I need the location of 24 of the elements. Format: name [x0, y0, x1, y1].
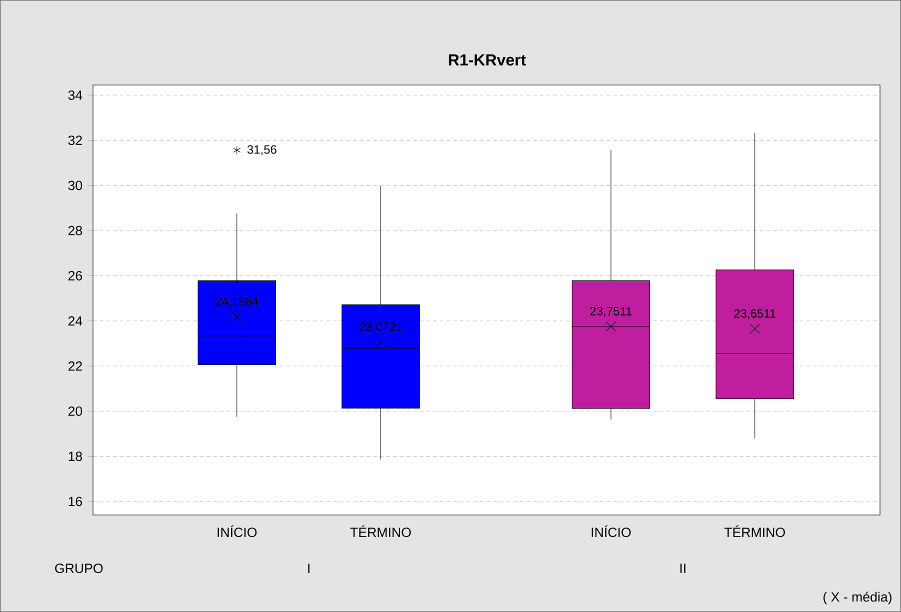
- y-tick-label: 28: [68, 226, 82, 236]
- annotation: 23,6511: [734, 309, 776, 320]
- text: II: [680, 564, 686, 573]
- x-tick-label: TÉRMINO: [350, 525, 411, 538]
- chart-title: R1-KRvert: [448, 54, 526, 66]
- x-tick-label: INÍCIO: [218, 525, 257, 538]
- y-tick-label: 16: [68, 496, 82, 506]
- y-tick-label: 34: [68, 90, 82, 100]
- x-tick-label: TÉRMINO: [724, 525, 785, 538]
- x-axis-title: GRUPO: [55, 564, 103, 574]
- y-tick-label: 32: [68, 136, 82, 146]
- annotation: 23,7511: [590, 306, 632, 317]
- y-tick-label: 20: [68, 406, 82, 416]
- annotation: 31,56: [247, 145, 276, 156]
- y-tick-label: 18: [68, 452, 82, 462]
- annotation: 24,1864: [216, 297, 258, 308]
- y-tick-label: 30: [68, 180, 82, 190]
- text: ( X - média): [823, 592, 892, 604]
- text: I: [308, 564, 310, 573]
- y-tick-label: 22: [68, 361, 82, 371]
- x-tick-label: INÍCIO: [592, 525, 631, 538]
- annotation: 23,0721: [360, 322, 402, 332]
- y-tick-label: 26: [68, 271, 82, 280]
- y-tick-label: 24: [68, 316, 82, 326]
